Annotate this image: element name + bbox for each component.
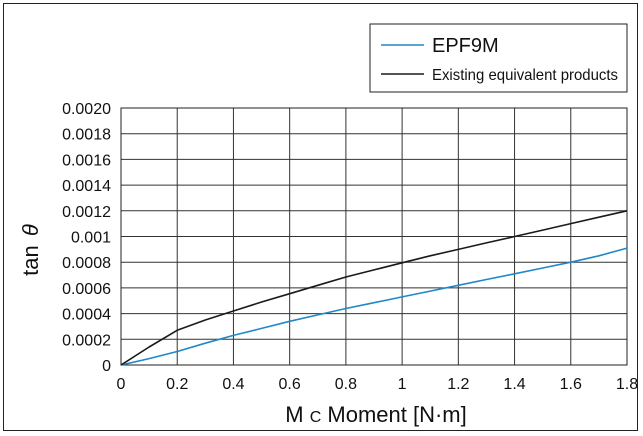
x-tick-label: 1.2 [447,376,469,393]
x-tick-label: 0.4 [222,376,244,393]
x-tick-label: 1.6 [560,376,582,393]
y-axis-title-symbol: θ [18,224,43,236]
y-tick-label: 0.0016 [62,152,111,169]
plot-border [120,107,628,366]
y-tick-label: 0.001 [71,230,111,247]
y-tick-label: 0.0014 [62,178,111,195]
y-tick-label: 0.0004 [62,307,111,324]
legend-box [369,23,628,93]
tick-labels: 0 0.2 0.4 0.6 0.8 1 1.2 1.4 1.6 1.8 0 0.0002 0.0004 0… [62,101,638,393]
y-tick-label: 0.0018 [62,127,111,144]
legend: EPF9M Existing equivalent products [369,23,628,93]
y-tick-label: 0.0020 [62,101,111,118]
x-axis-title: M C Moment [N·m] [285,402,467,427]
x-axis-title-main: M [285,402,303,427]
x-tick-label: 1.8 [616,376,638,393]
x-tick-label: 1.4 [503,376,525,393]
y-tick-label: 0.0012 [62,204,111,221]
x-axis-title-sub: C [310,409,322,426]
y-tick-label: 0.0006 [62,281,111,298]
legend-label-existing: Existing equivalent products [432,67,618,84]
plot-area [120,107,628,366]
y-axis-title-main: tan [18,245,43,276]
series-line-epf9m [120,247,628,366]
x-tick-label: 0.6 [279,376,301,393]
y-axis-title: tan θ [18,224,43,276]
grid [121,108,627,365]
legend-label-epf9m: EPF9M [432,35,499,57]
series-line-existing [120,210,628,366]
y-tick-label: 0.0008 [62,255,111,272]
x-tick-label: 0.2 [166,376,188,393]
x-axis-title-rest: Moment [N·m] [327,402,466,427]
x-tick-label: 0.8 [335,376,357,393]
x-tick-label: 0 [117,376,126,393]
y-tick-label: 0.0002 [62,332,111,349]
y-tick-label: 0 [102,358,111,375]
series-layer [120,210,628,366]
x-tick-label: 1 [398,376,407,393]
